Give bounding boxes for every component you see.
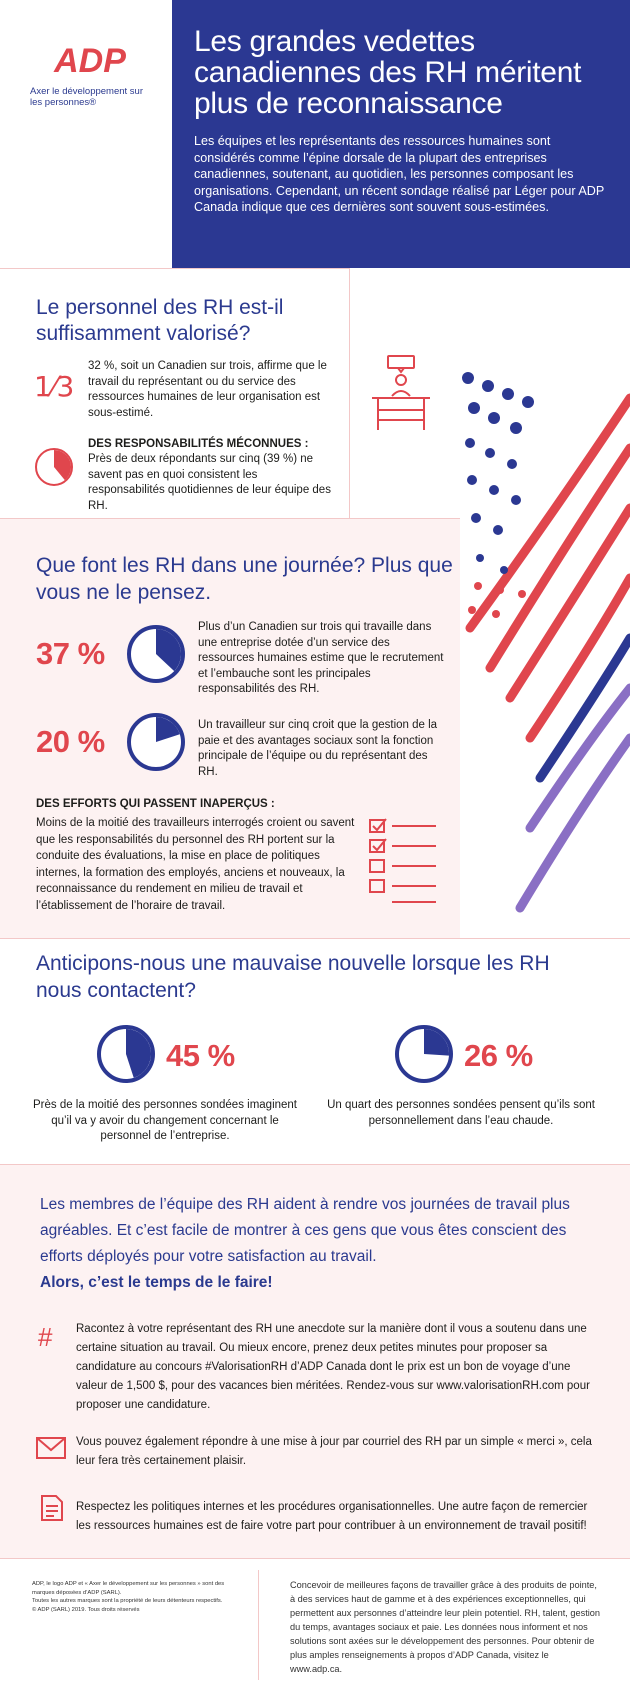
stat-37-text: Plus d’un Canadien sur trois qui travail… <box>198 621 444 695</box>
adp-logo: ADP <box>53 42 126 80</box>
section3-title: Anticipons-nous une mauvaise nouvelle lo… <box>36 952 550 1002</box>
stat-45-text: Près de la moitié des personnes sondées … <box>32 1099 298 1142</box>
brand-tagline: Axer le développement sur les personnes® <box>30 86 144 108</box>
pie-37-icon <box>127 625 185 683</box>
stat-20-label: 20 % <box>36 724 105 759</box>
section1-stat1: 32 %, soit un Canadien sur trois, affirm… <box>88 360 327 419</box>
efforts-text: Moins de la moitié des travailleurs inte… <box>36 817 355 912</box>
checklist-icon <box>369 818 436 903</box>
desk-meeting-icon <box>372 355 430 430</box>
header-intro: Les équipes et les représentants des res… <box>194 134 605 214</box>
stat-37-label: 37 % <box>36 636 105 671</box>
section-remerciements <box>0 1164 630 1558</box>
lead-text: Les membres de l’équipe des RH aident à … <box>40 1196 570 1265</box>
logo-text: ADP <box>53 42 126 80</box>
page-title: Les grandes vedettes canadiennes des RH … <box>194 25 582 120</box>
document-icon <box>41 1495 63 1521</box>
legal-line: marques déposées d’ADP (SARL). <box>32 1589 122 1596</box>
header-logo-panel <box>0 0 172 268</box>
pie-45-icon <box>97 1025 155 1083</box>
stat-20-text: Un travailleur sur cinq croit que la ges… <box>198 719 438 778</box>
one-third-icon: 1⁄3 <box>34 370 75 403</box>
tip-nominate: Racontez à votre représentant des RH une… <box>76 1323 590 1411</box>
decorative-stripes-dots <box>462 372 630 913</box>
tip-email-thanks: Vous pouvez également répondre à une mis… <box>76 1436 592 1467</box>
section1-heading2: DES RESPONSABILITÉS MÉCONNUES : <box>88 438 309 450</box>
call-to-action: Alors, c’est le temps de le faire! <box>40 1274 273 1291</box>
tip-policies: Respectez les politiques internes et les… <box>76 1501 588 1532</box>
legal-line: Toutes les autres marques sont la propri… <box>32 1598 223 1604</box>
section1-title: Le personnel des RH est-il suffisamment … <box>36 296 284 345</box>
stat-26-label: 26 % <box>464 1038 533 1073</box>
footer-divider <box>258 1570 259 1680</box>
footer <box>0 1558 630 1692</box>
pie-chart-icon <box>35 448 73 486</box>
stat-45-label: 45 % <box>166 1038 235 1073</box>
pie-26-icon <box>395 1025 453 1083</box>
pie-20-icon <box>127 713 185 771</box>
stat-26-text: Un quart des personnes sondées pensent q… <box>327 1099 595 1127</box>
section2-title: Que font les RH dans une journée? Plus q… <box>36 554 453 604</box>
efforts-heading: DES EFFORTS QUI PASSENT INAPERÇUS : <box>36 798 275 810</box>
hashtag-icon: # <box>38 1322 53 1352</box>
section4-lead: Les membres de l’équipe des RH aident à … <box>40 1192 600 1296</box>
section1-stat2: Près de deux répondants sur cinq (39 %) … <box>88 453 331 512</box>
legal-line: ADP, le logo ADP et « Axer le développem… <box>32 1581 225 1587</box>
footer-legal: ADP, le logo ADP et « Axer le développem… <box>32 1580 242 1614</box>
header-banner: Les grandes vedettes canadiennes des RH … <box>172 0 630 268</box>
envelope-icon <box>36 1437 66 1459</box>
footer-about: Concevoir de meilleures façons de travai… <box>290 1580 601 1674</box>
section-valorisation <box>0 268 350 518</box>
legal-line: © ADP (SARL) 2019. Tous droits réservés <box>32 1606 140 1613</box>
